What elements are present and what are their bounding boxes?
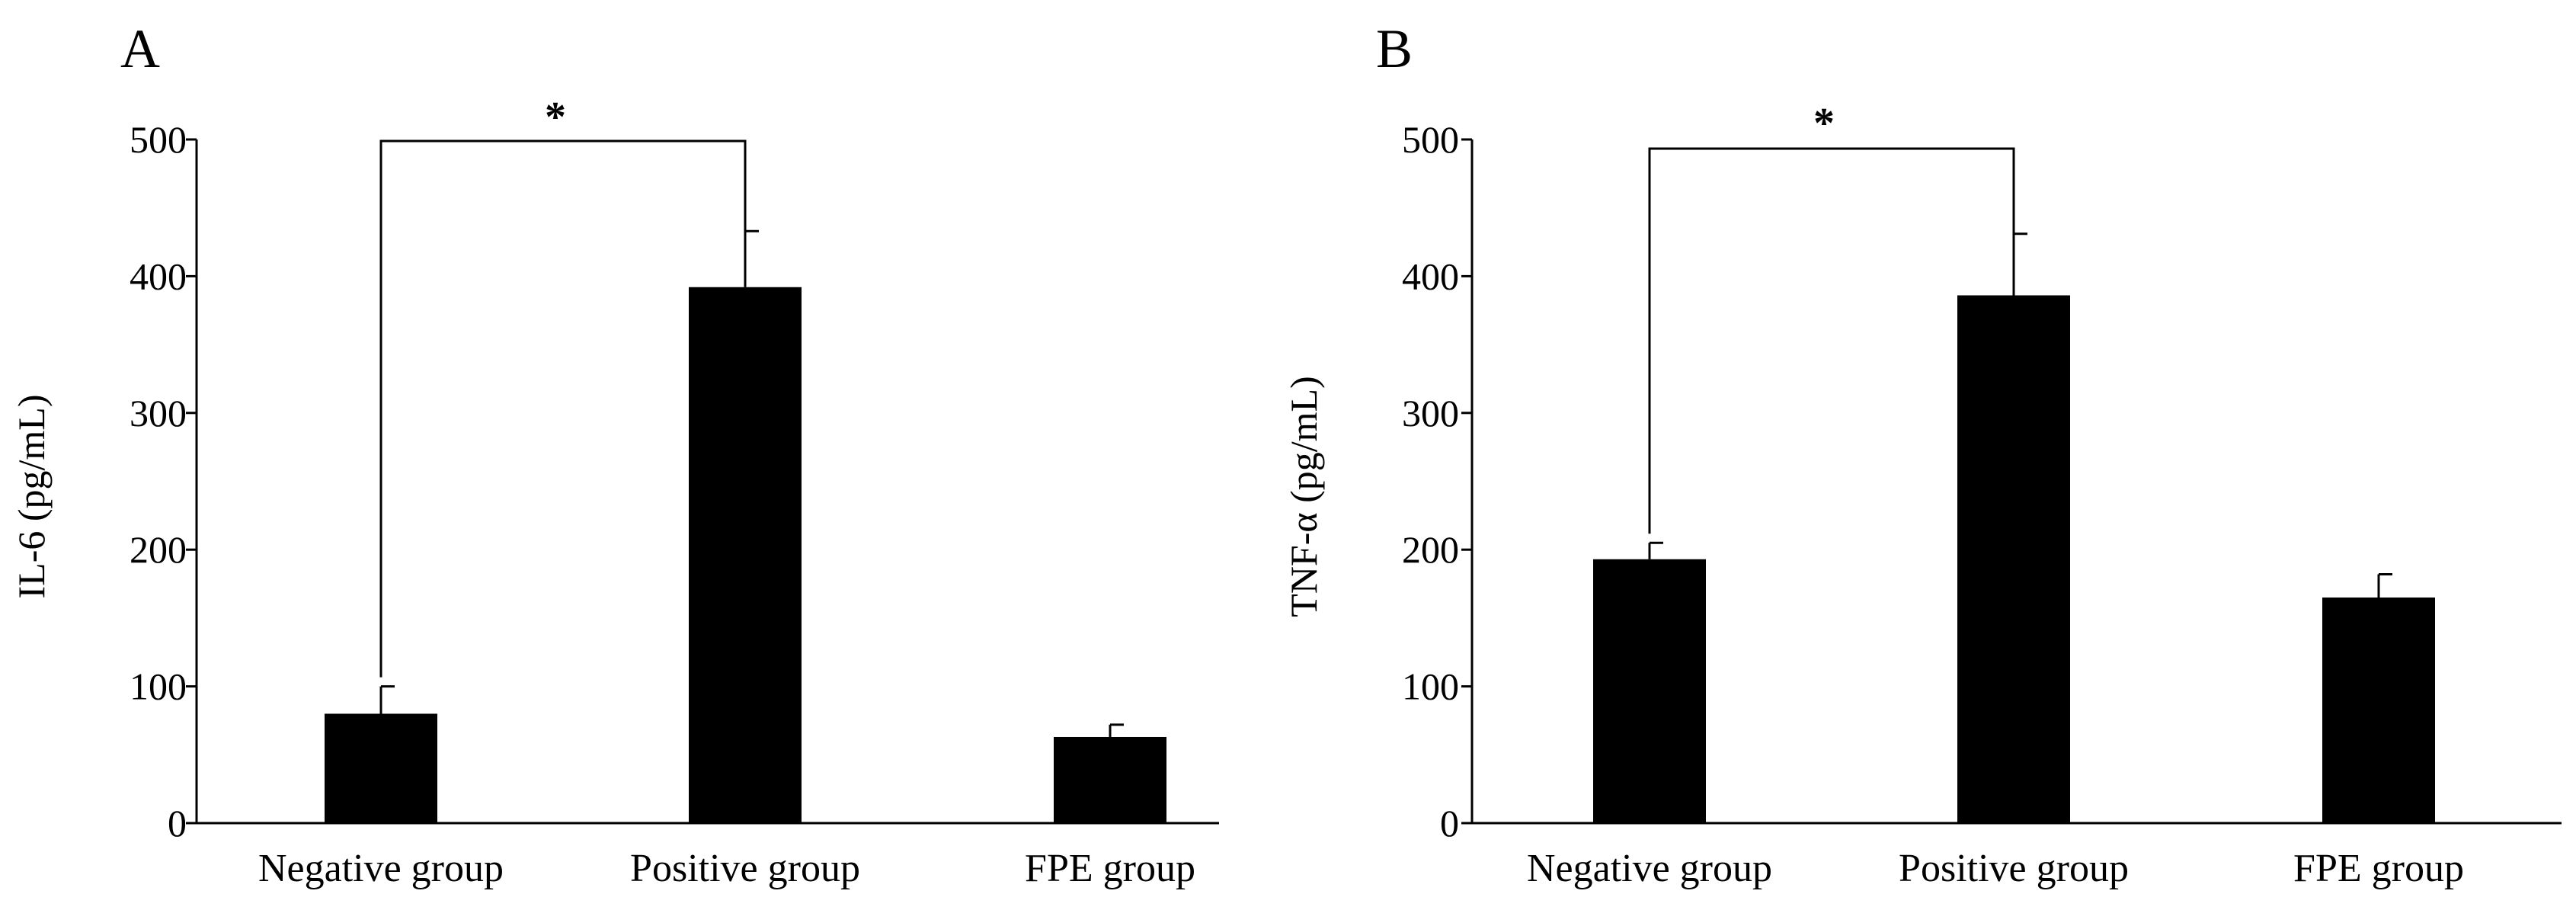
panel-b-ytick-100: 100 [1402,665,1459,708]
panel-b-category-positive: Positive group [1899,847,2129,890]
panel-a-ytick-100: 100 [130,665,187,708]
panel-b-bar [1957,295,2070,823]
panel-b-ytick-0: 0 [1440,802,1459,844]
panel-b-category-labels: Negative group Positive group FPE group [1527,847,2464,890]
panel-a-bar [689,287,802,823]
panel-b-bar [1593,559,1706,823]
panel-a-letter: A [120,18,160,79]
panel-b-significance-star: * [1813,100,1835,147]
panel-b: B 0 100 200 300 400 500 Negative group P… [1282,18,2464,890]
panel-b-ytick-300: 300 [1402,392,1459,434]
panel-a-category-fpe: FPE group [1025,847,1195,890]
panel-a-ytick-500: 500 [130,118,187,161]
panel-a-ytick-300: 300 [130,392,187,434]
panel-b-letter: B [1376,18,1413,79]
panel-a-significance-star: * [545,94,566,141]
panel-b-category-negative: Negative group [1527,847,1772,890]
panel-a-bar [1054,736,1166,823]
panel-a-ytick-400: 400 [130,255,187,297]
panel-b-ytick-200: 200 [1402,528,1459,571]
panel-b-category-fpe: FPE group [2293,847,2464,890]
panel-b-y-axis-title: TNF-α (pg/mL) [1282,376,1325,617]
panel-a: A 0 100 200 300 400 500 Negative group P… [10,18,1195,890]
panel-b-ytick-400: 400 [1402,255,1459,297]
panel-a-significance-bracket [379,139,747,678]
panel-a-ytick-200: 200 [130,528,187,571]
panel-a-ytick-0: 0 [168,802,187,844]
panel-b-bar [2322,597,2435,823]
panel-b-y-tick-labels: 0 100 200 300 400 500 [1402,118,1459,844]
panel-a-category-positive: Positive group [630,847,860,890]
panel-b-significance-bracket [1648,147,2015,534]
panel-a-category-negative: Negative group [258,847,504,890]
panel-b-ytick-500: 500 [1402,118,1459,161]
panel-a-y-tick-labels: 0 100 200 300 400 500 [130,118,187,844]
panel-a-category-labels: Negative group Positive group FPE group [258,847,1195,890]
panel-a-bar [325,713,437,823]
panel-a-y-axis-title: IL-6 (pg/mL) [10,395,53,599]
